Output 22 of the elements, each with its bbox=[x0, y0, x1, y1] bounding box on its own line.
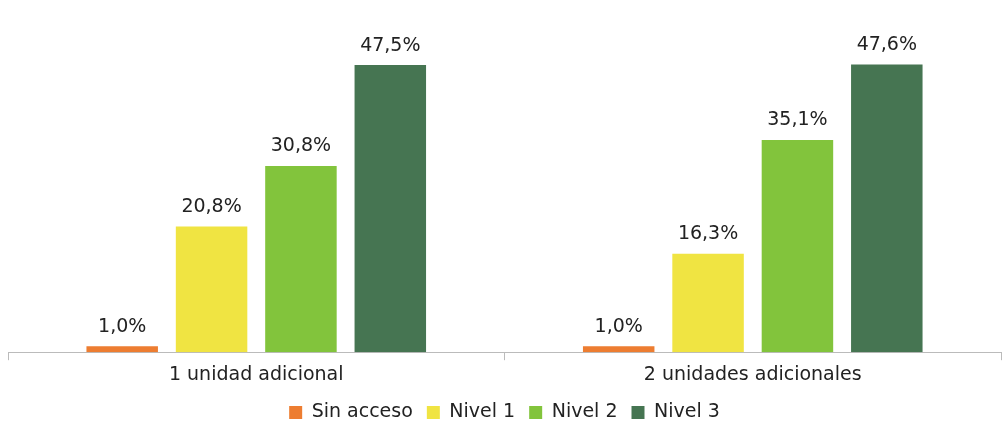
legend-label: Nivel 1 bbox=[449, 399, 516, 422]
data-label: 1,0% bbox=[594, 313, 643, 336]
data-label: 20,8% bbox=[181, 193, 242, 216]
x-tick-label: 1 unidad adicional bbox=[168, 361, 344, 384]
data-label: 16,3% bbox=[677, 221, 739, 244]
data-label: 1,0% bbox=[98, 313, 147, 336]
data-label: 35,1% bbox=[767, 107, 828, 130]
data-label: 47,5% bbox=[360, 32, 421, 55]
bar bbox=[354, 65, 427, 353]
bar bbox=[851, 64, 923, 353]
bar bbox=[86, 346, 158, 353]
bar bbox=[761, 140, 834, 353]
x-tick-label: 2 unidades adicionales bbox=[643, 361, 862, 384]
bar bbox=[672, 253, 744, 353]
bar bbox=[175, 226, 248, 353]
bar bbox=[582, 346, 655, 353]
data-label: 30,8% bbox=[270, 133, 332, 156]
legend-label: Sin acceso bbox=[311, 399, 413, 422]
data-label: 47,6% bbox=[856, 31, 917, 54]
bar bbox=[265, 166, 337, 353]
legend-label: Nivel 2 bbox=[551, 399, 618, 422]
legend-label: Nivel 3 bbox=[654, 399, 720, 422]
